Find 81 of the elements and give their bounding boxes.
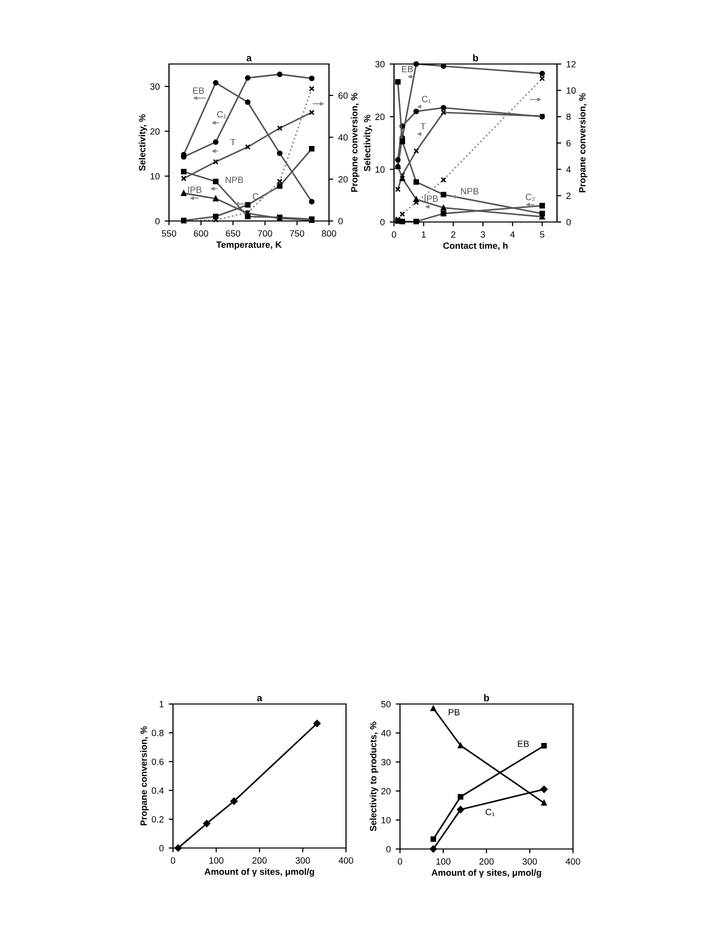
y2-axis-title: Propane conversion, % bbox=[578, 93, 588, 192]
y2-tick-label: 6 bbox=[566, 140, 571, 146]
chart-title: b bbox=[473, 54, 478, 62]
x-axis-title: Amount of γ sites, μmol/g bbox=[432, 869, 542, 878]
y-tick-label: 30 bbox=[381, 758, 391, 766]
x-tick-label: 400 bbox=[338, 857, 354, 864]
y2-tick-label: 4 bbox=[566, 166, 571, 173]
y2-tick-label: 10 bbox=[566, 87, 576, 94]
x-tick-label: 200 bbox=[479, 858, 494, 865]
x-tick-label: 600 bbox=[194, 230, 208, 237]
y-axis-title: Propane conversion, % bbox=[140, 726, 149, 826]
y2-tick-label: 12 bbox=[566, 60, 576, 68]
y-axis-title: Selectivity, % bbox=[138, 114, 148, 171]
series-label: IPB bbox=[424, 195, 438, 202]
y-tick-label: 0 bbox=[155, 218, 160, 224]
y-tick-label: 0.6 bbox=[152, 758, 164, 765]
y-tick-label: 0 bbox=[386, 846, 391, 852]
series-label: EB bbox=[518, 740, 529, 747]
chart-title: a bbox=[257, 696, 262, 702]
y-tick-label: 10 bbox=[376, 166, 385, 173]
y-tick-label: 20 bbox=[150, 128, 160, 135]
y-tick-label: 20 bbox=[375, 114, 385, 120]
series-label: EB bbox=[193, 87, 204, 94]
y2-tick-label: 20 bbox=[338, 176, 348, 182]
y-axis-title: Selectivity to products, % bbox=[370, 722, 378, 832]
series-label: EB bbox=[402, 66, 413, 72]
series-label: T bbox=[230, 139, 236, 146]
x-tick-label: 700 bbox=[258, 230, 272, 237]
y2-tick-label: 0 bbox=[566, 218, 571, 226]
x-tick-label: 100 bbox=[209, 857, 224, 864]
y-tick-label: 1 bbox=[160, 701, 164, 708]
y-tick-label: 0.2 bbox=[152, 816, 164, 823]
y-tick-label: 0 bbox=[159, 844, 164, 852]
x-axis-title: Temperature, K bbox=[216, 242, 282, 250]
x-axis-title: Contact time, h bbox=[443, 242, 508, 250]
x-tick-label: 750 bbox=[290, 230, 304, 237]
y-tick-label: 20 bbox=[381, 788, 391, 794]
chart-title: a bbox=[246, 56, 252, 62]
y-axis-title: Selectivity, % bbox=[364, 114, 372, 172]
y2-tick-label: 60 bbox=[338, 92, 348, 99]
y2-axis-title: Propane conversion, % bbox=[350, 92, 360, 192]
y-tick-label: 40 bbox=[381, 730, 391, 736]
x-tick-label: 100 bbox=[436, 858, 450, 865]
x-tick-label: 2 bbox=[451, 231, 456, 238]
x-tick-label: 1 bbox=[422, 231, 426, 238]
y-tick-label: 50 bbox=[381, 700, 391, 708]
x-tick-label: 200 bbox=[252, 857, 267, 864]
chart-title: b bbox=[484, 694, 490, 702]
series-label: IPB bbox=[188, 186, 202, 193]
series-label: C₁ bbox=[486, 808, 495, 816]
y2-tick-label: 2 bbox=[566, 192, 571, 199]
y-tick-label: 30 bbox=[375, 60, 385, 68]
x-tick-label: 300 bbox=[522, 858, 537, 865]
x-tick-label: 0 bbox=[392, 231, 396, 238]
y2-tick-label: 8 bbox=[566, 114, 571, 120]
series-label: C₂ bbox=[526, 194, 535, 201]
y-tick-label: 0 bbox=[380, 218, 385, 226]
x-tick-label: 400 bbox=[566, 858, 580, 865]
x-tick-label: 0 bbox=[170, 857, 176, 864]
series-label: NPB bbox=[226, 176, 244, 183]
x-tick-label: 4 bbox=[510, 231, 515, 238]
x-tick-label: 550 bbox=[162, 230, 176, 237]
series-label: NPB bbox=[461, 188, 478, 194]
y-tick-label: 10 bbox=[382, 816, 391, 824]
y-tick-label: 10 bbox=[150, 173, 160, 180]
series-label: T bbox=[420, 123, 426, 130]
x-axis-title: Amount of γ sites, μmol/g bbox=[204, 868, 314, 877]
y-tick-label: 30 bbox=[150, 83, 160, 90]
series-label: C₁ bbox=[217, 111, 226, 118]
x-tick-label: 3 bbox=[480, 231, 486, 238]
y-tick-label: 0.8 bbox=[152, 730, 164, 736]
series-label: C₁ bbox=[422, 96, 431, 103]
x-tick-label: 5 bbox=[540, 231, 544, 238]
x-tick-label: 0 bbox=[398, 858, 402, 865]
y2-tick-label: 0 bbox=[338, 218, 343, 224]
y-tick-label: 0.4 bbox=[152, 787, 164, 794]
series-label: PB bbox=[448, 709, 460, 716]
x-tick-label: 300 bbox=[296, 857, 310, 864]
x-tick-label: 800 bbox=[322, 230, 336, 237]
x-tick-label: 650 bbox=[226, 230, 240, 237]
y2-tick-label: 40 bbox=[338, 134, 348, 141]
